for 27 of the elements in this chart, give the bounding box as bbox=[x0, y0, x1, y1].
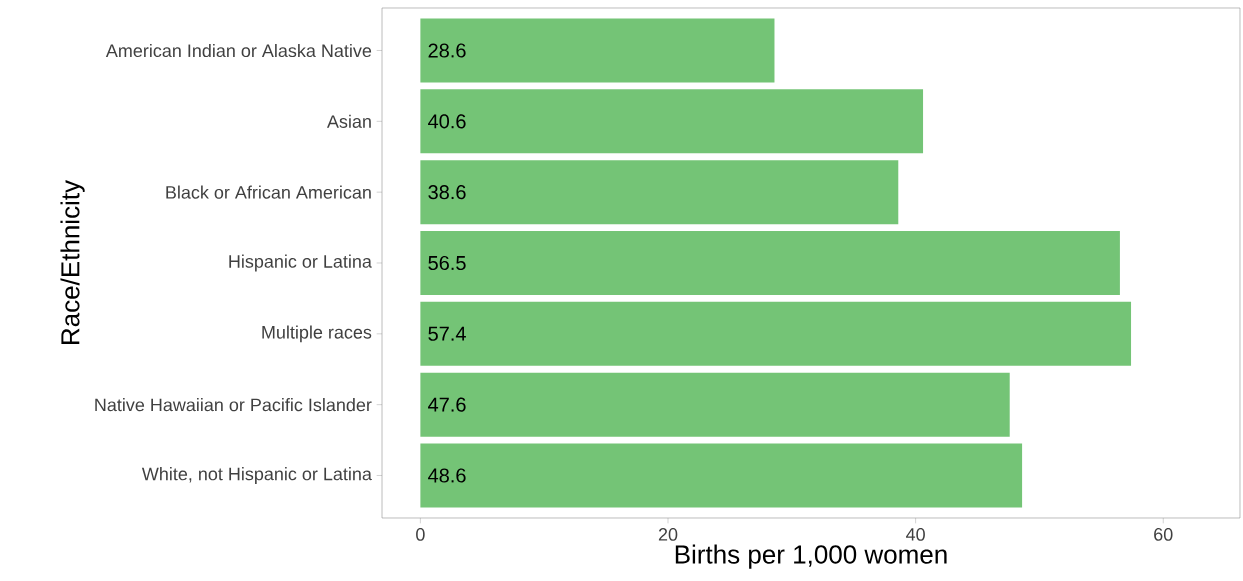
y-tick-label: White, not Hispanic or Latina bbox=[141, 467, 372, 484]
data-label: 57.4 bbox=[428, 326, 466, 341]
data-label: 40.6 bbox=[428, 114, 466, 129]
data-label: 28.6 bbox=[428, 43, 466, 58]
bar bbox=[420, 301, 1132, 366]
y-tick-label: Native Hawaiian or Pacific Islander bbox=[95, 398, 372, 412]
x-tick-label: 20 bbox=[658, 528, 678, 541]
bar bbox=[420, 89, 924, 154]
bar bbox=[420, 18, 775, 83]
x-axis-title: Births per 1,000 women bbox=[675, 544, 947, 569]
data-label: 56.5 bbox=[428, 255, 466, 271]
y-tick-label: Black or African American bbox=[166, 185, 371, 199]
data-label: 38.6 bbox=[428, 185, 466, 200]
data-label: 48.6 bbox=[428, 468, 466, 483]
bar bbox=[420, 372, 1010, 437]
x-tick-label: 60 bbox=[1154, 528, 1173, 541]
x-tick-label: 0 bbox=[416, 528, 425, 541]
y-tick-label: American Indian or Alaska Native bbox=[105, 43, 372, 58]
data-label: 47.6 bbox=[428, 397, 466, 412]
y-tick-label: Hispanic or Latina bbox=[229, 254, 372, 272]
bar bbox=[420, 160, 899, 225]
y-axis-title: Race/Ethnicity bbox=[60, 179, 85, 344]
y-tick-label: Multiple races bbox=[262, 325, 372, 343]
y-tick-label: Asian bbox=[326, 114, 371, 128]
bar bbox=[420, 230, 1120, 295]
bar bbox=[420, 443, 1023, 508]
x-tick-label: 40 bbox=[906, 528, 925, 541]
